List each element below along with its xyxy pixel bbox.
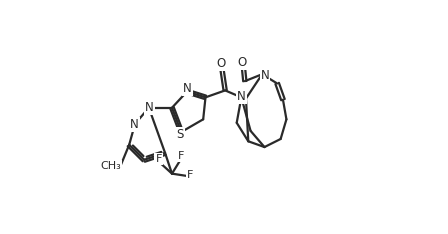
Text: N: N [145,101,154,114]
Text: N: N [130,118,139,131]
Text: N: N [237,90,246,103]
Text: CH₃: CH₃ [100,161,121,171]
Text: F: F [187,170,193,180]
Text: S: S [177,128,184,141]
Text: N: N [183,82,192,95]
Text: O: O [237,56,247,69]
Text: F: F [178,151,185,161]
Text: F: F [155,154,162,164]
Text: N: N [261,69,270,82]
Text: O: O [216,57,225,70]
